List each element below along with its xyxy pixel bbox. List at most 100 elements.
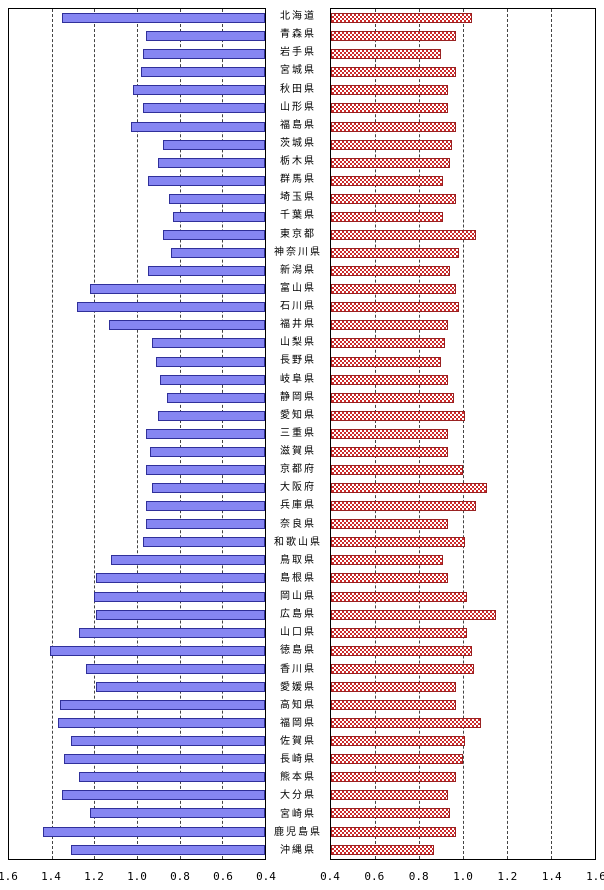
right-bar [331,537,466,548]
prefecture-label: 佐賀県 [280,736,316,748]
prefecture-label: 福岡県 [280,717,316,729]
left-bar [145,464,265,475]
prefecture-label: 岡山県 [280,591,316,603]
left-bar [162,139,265,150]
left-bar-row [9,27,265,45]
right-bar [331,302,459,313]
left-bar [109,320,265,331]
right-bar [331,844,435,855]
right-bar-row [331,389,595,407]
prefecture-label: 大阪府 [280,482,316,494]
left-bar-row [9,280,265,298]
right-bar-row [331,443,595,461]
left-bar [143,103,265,114]
left-bar [166,392,265,403]
prefecture-label: 鹿児島県 [274,826,322,838]
left-bar-rows [9,9,265,859]
right-chart-panel [330,8,596,860]
right-bar-row [331,479,595,497]
prefecture-label: 沖縄県 [280,844,316,856]
right-bar-row [331,81,595,99]
prefecture-label: 高知県 [280,699,316,711]
left-bar [111,555,265,566]
left-bar-row [9,81,265,99]
left-bar [90,284,265,295]
left-bar [147,266,265,277]
right-bar-row [331,334,595,352]
right-bar-row [331,45,595,63]
left-bar [130,121,265,132]
left-bar [143,49,265,60]
left-bar-row [9,371,265,389]
left-bar-row [9,533,265,551]
left-bar [162,229,265,240]
left-bar-row [9,768,265,786]
gridline [507,9,508,859]
right-bar-row [331,172,595,190]
right-bar-row [331,425,595,443]
right-bar [331,663,474,674]
left-bar [141,67,265,78]
left-bar [58,718,265,729]
left-bar [151,483,265,494]
left-bar-row [9,678,265,696]
left-bar [169,193,265,204]
right-bar [331,410,466,421]
gridline [137,9,138,859]
left-bar-row [9,334,265,352]
right-bar-row [331,316,595,334]
prefecture-label: 東京都 [280,228,316,240]
left-bar [60,700,265,710]
prefecture-label: 山梨県 [280,337,316,349]
left-bar-row [9,208,265,226]
right-bar-row [331,823,595,841]
right-bar [331,808,450,819]
right-bar-row [331,660,595,678]
right-bar-row [331,208,595,226]
right-bar-row [331,804,595,822]
right-bar [331,392,455,403]
right-bar [331,320,448,331]
left-bar [85,663,265,674]
left-bar [171,248,265,259]
right-bar [331,85,448,96]
right-bar [331,573,448,584]
prefecture-label: 鳥取県 [280,554,316,566]
prefecture-label: 埼玉県 [280,192,316,204]
left-chart-panel [8,8,266,860]
prefecture-label: 島根県 [280,572,316,584]
right-bar [331,446,448,457]
right-bar-row [331,117,595,135]
right-bar-row [331,606,595,624]
left-bar [96,681,265,692]
right-bar-row [331,714,595,732]
right-bar-row [331,371,595,389]
right-bar-row [331,588,595,606]
right-bar [331,139,452,150]
right-bar-row [331,262,595,280]
right-bar [331,157,450,168]
prefecture-label: 茨城県 [280,137,316,149]
prefecture-label: 岐阜県 [280,373,316,385]
right-bar [331,121,457,132]
right-bar [331,826,457,837]
left-bar [79,627,265,638]
right-bar-row [331,768,595,786]
right-bar-row [331,515,595,533]
left-axis-tick-label: 1.6 [0,870,18,883]
right-bar [331,266,450,277]
left-bar [149,446,265,457]
left-bar-row [9,714,265,732]
prefecture-label: 兵庫県 [280,500,316,512]
left-bar [70,844,265,855]
right-bar-row [331,461,595,479]
left-bar [143,537,265,548]
right-bar [331,428,448,439]
left-bar-row [9,117,265,135]
left-bar-row [9,190,265,208]
right-bar [331,501,477,512]
gridline [51,9,53,859]
left-bar-row [9,786,265,804]
right-bar [331,31,457,42]
right-bar [331,284,457,295]
